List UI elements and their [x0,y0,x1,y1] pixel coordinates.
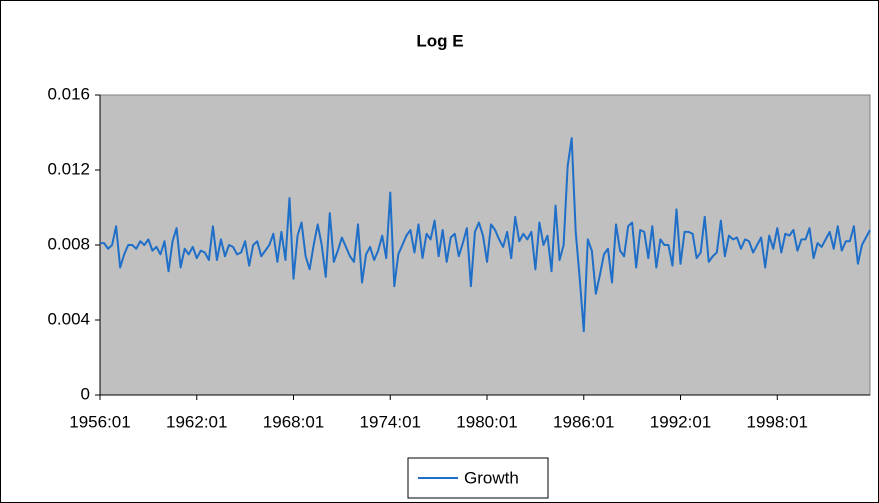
x-tick-label: 1980:01 [456,412,517,431]
y-tick-label: 0.004 [47,309,90,328]
y-tick-label: 0.012 [47,159,90,178]
legend-label: Growth [464,468,519,487]
chart-title: Log E [416,31,463,50]
y-tick-label: 0.016 [47,84,90,103]
series-line [100,137,871,333]
x-tick-label: 1998:01 [747,412,808,431]
x-tick-label: 1956:01 [69,412,130,431]
x-tick-label: 1974:01 [360,412,421,431]
x-tick-label: 1962:01 [166,412,227,431]
x-tick-label: 1992:01 [650,412,711,431]
y-tick-label: 0.008 [47,234,90,253]
y-tick-label: 0 [81,384,90,403]
x-tick-label: 1968:01 [263,412,324,431]
x-tick-label: 1986:01 [553,412,614,431]
